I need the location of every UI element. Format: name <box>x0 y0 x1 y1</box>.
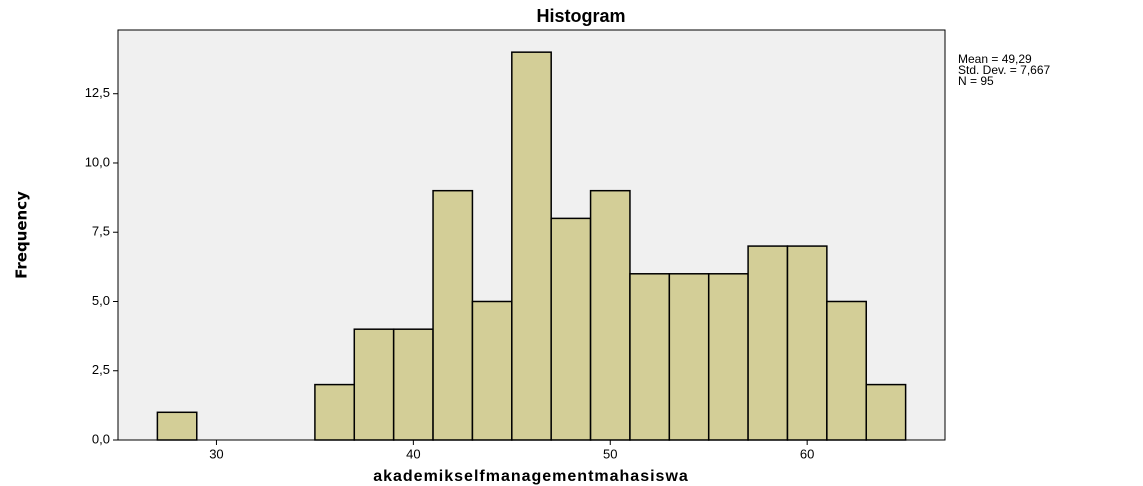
bar <box>865 383 907 441</box>
bar <box>550 217 592 441</box>
y-tick-label: 2,5 <box>92 362 110 377</box>
y-tick-label: 5,0 <box>92 293 110 308</box>
bar <box>668 273 710 441</box>
x-axis-label: akademikselfmanagementmahasiswa <box>373 468 689 485</box>
x-tick-label: 60 <box>800 446 814 461</box>
bar <box>353 328 395 441</box>
bar <box>747 245 789 441</box>
bar <box>156 411 198 441</box>
x-tick-label: 50 <box>603 446 617 461</box>
bar <box>511 51 552 441</box>
bar <box>589 189 631 441</box>
bar <box>392 328 434 441</box>
y-tick-label: 12,5 <box>85 85 110 100</box>
y-axis-label: Frequency <box>13 191 31 279</box>
bar <box>471 300 513 441</box>
annotation: N = 95 <box>958 74 994 88</box>
x-tick-label: 40 <box>406 446 420 461</box>
y-tick-label: 0,0 <box>92 431 110 446</box>
bar <box>629 273 671 441</box>
chart-title: Histogram <box>536 6 625 26</box>
bar <box>786 245 828 441</box>
bar <box>826 300 867 441</box>
x-tick-label: 30 <box>209 446 223 461</box>
annotation: Std. Dev. = 7,667 <box>958 63 1050 77</box>
bar <box>314 383 356 441</box>
annotation: Mean = 49,29 <box>958 52 1032 66</box>
y-tick-label: 10,0 <box>85 154 110 169</box>
y-tick-label: 7,5 <box>92 224 110 239</box>
bar <box>432 189 474 441</box>
bar <box>707 273 749 441</box>
